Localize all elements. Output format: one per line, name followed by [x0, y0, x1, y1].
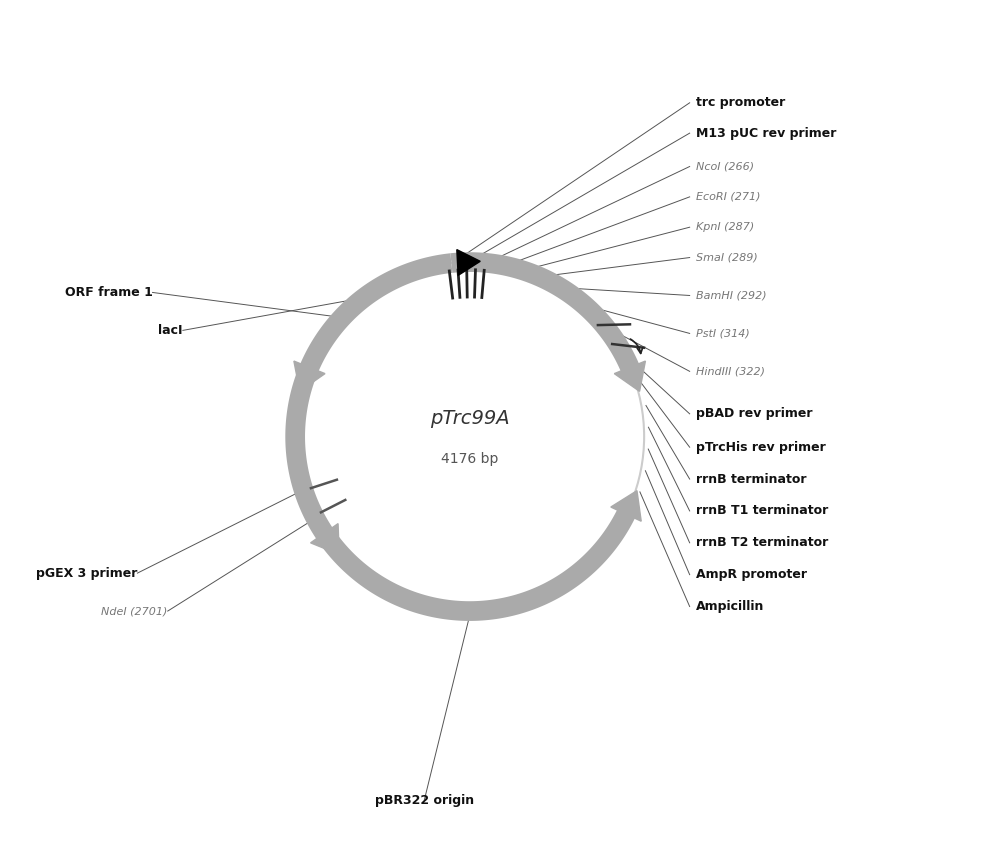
Text: NcoI (266): NcoI (266) [696, 161, 754, 172]
Polygon shape [299, 253, 452, 375]
Polygon shape [294, 361, 325, 391]
Text: rrnB terminator: rrnB terminator [696, 473, 806, 486]
Text: AmpR promoter: AmpR promoter [696, 568, 807, 581]
Text: pBR322 origin: pBR322 origin [375, 795, 474, 807]
Text: pGEX 3 primer: pGEX 3 primer [36, 566, 137, 580]
Text: EcoRI (271): EcoRI (271) [696, 192, 760, 202]
Text: trc promoter: trc promoter [696, 96, 785, 109]
Text: KpnI (287): KpnI (287) [696, 222, 754, 233]
Text: pTrcHis rev primer: pTrcHis rev primer [696, 441, 825, 454]
Text: pTrc99A: pTrc99A [430, 409, 509, 428]
Polygon shape [285, 373, 335, 542]
Polygon shape [311, 523, 339, 554]
Text: M13 pUC rev primer: M13 pUC rev primer [696, 127, 836, 140]
Polygon shape [321, 506, 637, 621]
Text: pBAD rev primer: pBAD rev primer [696, 408, 812, 420]
Text: 4176 bp: 4176 bp [441, 452, 498, 467]
Text: rrnB T1 terminator: rrnB T1 terminator [696, 505, 828, 517]
Polygon shape [614, 361, 645, 391]
Polygon shape [457, 250, 480, 275]
Text: PstI (314): PstI (314) [696, 329, 749, 338]
Text: ORF frame 1: ORF frame 1 [65, 286, 153, 299]
Text: HindIII (322): HindIII (322) [696, 366, 765, 377]
Text: BamHI (292): BamHI (292) [696, 291, 766, 300]
Text: NdeI (2701): NdeI (2701) [101, 606, 168, 616]
Text: Ampicillin: Ampicillin [696, 600, 764, 613]
Polygon shape [450, 252, 641, 375]
Text: lacI: lacI [158, 323, 183, 337]
Text: rrnB T2 terminator: rrnB T2 terminator [696, 536, 828, 549]
Polygon shape [611, 491, 641, 521]
Text: SmaI (289): SmaI (289) [696, 252, 757, 263]
